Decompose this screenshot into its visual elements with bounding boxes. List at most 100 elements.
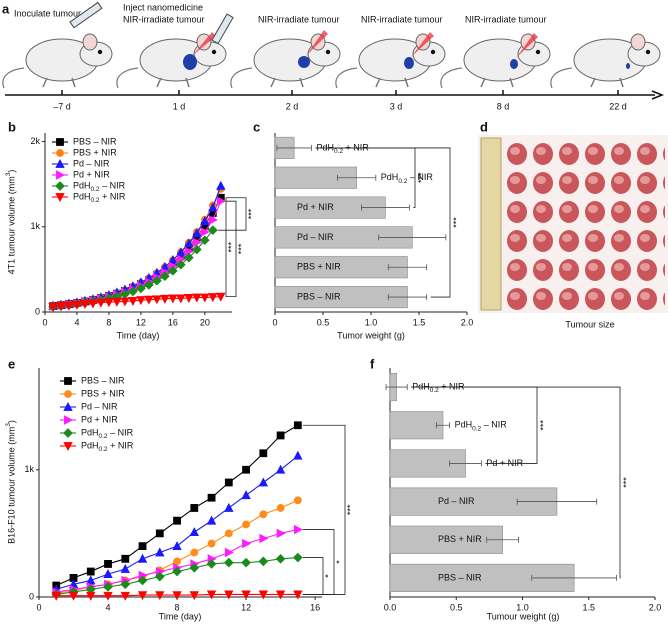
legend-label: PdH0.2 + NIR [73,191,126,204]
bar-label: PBS – NIR [438,572,482,582]
data-point [168,294,178,304]
significance-label: *** [416,172,426,183]
bar-label: Pd – NIR [297,232,334,242]
x-tick-label: 0.5 [317,317,330,327]
laser-beams [192,30,538,58]
data-point [190,548,199,557]
data-point [192,244,202,255]
legend-label: PBS + NIR [73,147,117,157]
data-point [121,554,130,563]
data-point [68,591,79,601]
x-tick-label: 1.5 [582,602,595,612]
data-point [224,590,234,600]
x-axis-label: Tumour weight (g) [487,611,560,621]
data-point [120,297,130,307]
data-point [223,557,234,568]
data-point [137,553,148,563]
data-point [172,541,182,551]
legend-marker [64,390,72,398]
data-point [103,591,113,601]
data-point [80,300,90,309]
legend-label: PdH0.2 – NIR [81,427,134,440]
data-point [172,591,182,601]
data-point [207,225,218,235]
tumour-photo [505,140,665,310]
data-point [200,293,210,303]
y-tick-label: 2k [30,136,40,146]
event-label: NIR-irradiate tumour [465,14,547,24]
data-point [51,591,61,601]
data-point [241,557,251,568]
significance-bracket [302,529,335,595]
event-label: NIR-irradiate tumour [258,14,340,24]
data-point [136,283,146,294]
data-point [88,299,98,309]
significance-label: *** [621,477,631,488]
legend-marker [55,193,65,203]
data-point [160,271,170,282]
legend-marker [56,170,66,180]
series-line [52,296,221,308]
legend-marker [63,428,73,438]
bar-label: Pd + NIR [486,458,523,468]
data-point [216,196,226,206]
data-point [258,477,269,487]
legend-marker [56,138,64,146]
data-point [172,566,182,577]
data-point [216,292,226,302]
data-point [189,591,200,601]
legend-label: PBS + NIR [81,388,125,398]
significance-bracket [225,200,237,298]
data-point [86,575,96,585]
mouse [335,33,446,89]
event-label: Inoculate tumour [14,8,81,18]
x-tick-label: 1.0 [365,317,378,327]
x-tick-label: 0 [272,317,277,327]
x-tick-label: 16 [168,317,178,327]
data-point [176,247,186,257]
y-tick-label: 0 [35,306,40,316]
data-point [103,581,113,592]
data-point [104,560,112,568]
error-bar [387,264,428,271]
bar [389,411,444,440]
x-tick-label: 0 [42,317,47,327]
error-bar [449,460,482,467]
x-tick-label: 12 [136,317,146,327]
data-point [293,552,303,563]
day-label: 2 d [286,101,299,111]
y-axis-label: B16-F10 tumour volume (mm3) [5,420,16,544]
x-axis-label: Time (day) [159,611,202,621]
data-point [160,294,170,304]
y-tick-label: 1k [30,221,40,231]
data-point [136,296,146,306]
error-bar [531,574,617,581]
legend-marker [64,415,74,425]
data-point [155,547,165,557]
legend-marker [55,181,65,191]
data-point [207,539,216,548]
bar [389,563,575,592]
time-axis [5,90,665,100]
data-point [154,571,165,582]
data-point [176,294,186,304]
data-point [200,216,210,226]
data-point [206,559,217,569]
data-point [293,450,303,460]
legend-marker [63,401,73,411]
panel-label: e [8,356,15,371]
significance-bracket [315,147,451,298]
data-point [275,464,286,474]
data-point [128,297,138,306]
bar-label: Pd – NIR [438,496,475,506]
x-tick-label: 0 [36,602,41,612]
data-point [216,180,226,190]
data-point [152,295,162,305]
data-point [293,524,303,535]
data-point [184,238,194,248]
data-point [144,295,154,305]
data-point [293,590,303,600]
data-point [293,421,302,430]
tumour-icons [183,54,630,70]
legend-marker [55,158,65,168]
